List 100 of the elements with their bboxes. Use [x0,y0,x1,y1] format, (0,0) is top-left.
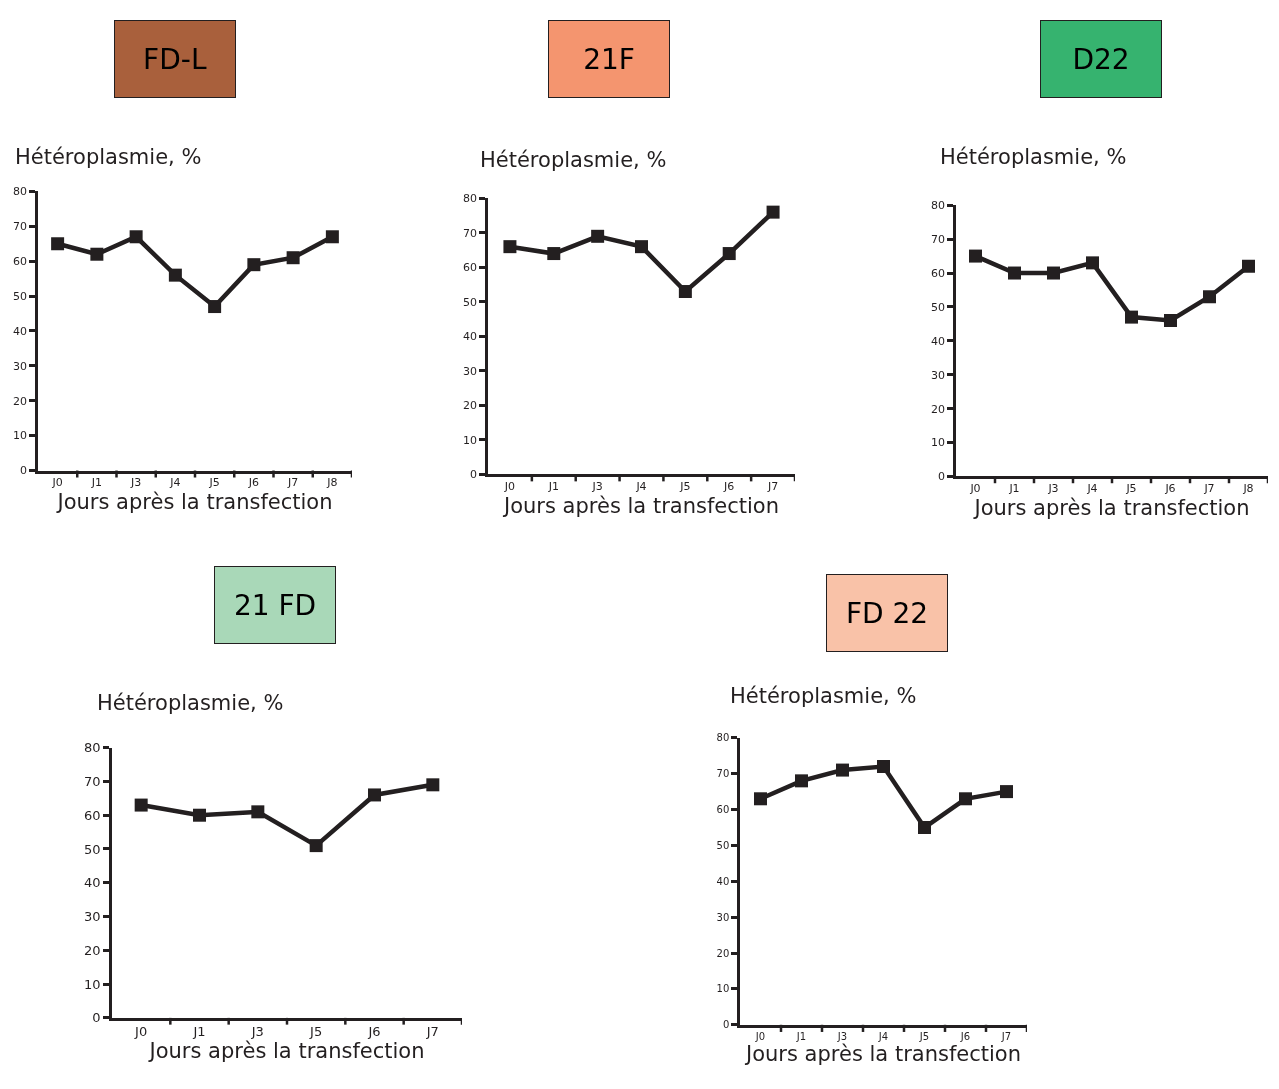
point [193,808,206,822]
point [129,230,143,244]
x-tick-label: J7 [766,480,779,494]
y-tick-label: 60 [13,255,28,269]
y-tick-label: 50 [84,841,101,857]
y-tick-label: 30 [13,359,28,373]
x-tick-label: J7 [425,1024,439,1040]
point [678,285,692,299]
chart-title: FD 22 [845,596,929,630]
y-tick-label: 80 [463,192,478,206]
x-tick-label: J0 [969,482,981,496]
point [51,237,65,251]
x-tick-label: J0 [51,476,63,490]
y-tick-label: 20 [716,947,730,959]
x-tick-label: J1 [192,1024,206,1040]
point [959,792,972,806]
x-tick-label: J1 [1008,482,1020,496]
x-tick-label: J4 [169,476,181,490]
y-tick-label: 40 [13,324,28,338]
y-tick-label: 10 [931,436,946,450]
point [286,251,300,265]
x-tick-label: J3 [836,1030,848,1042]
x-tick-label: J0 [754,1030,766,1042]
x-tick-label: J6 [1164,482,1176,496]
y-tick-label: 20 [13,394,28,408]
x-axis-title: Jours après la transfection [502,493,779,518]
x-tick-label: J6 [723,480,735,494]
point [877,759,890,773]
y-tick-label: 0 [938,470,946,484]
x-tick-label: J4 [635,480,647,494]
y-axis-title: Hétéroplasmie, % [480,148,667,172]
y-tick-label: 50 [463,295,478,309]
x-tick-label: J5 [679,480,691,494]
y-tick-label: 0 [20,464,28,478]
x-tick-label: J5 [208,476,220,490]
point [766,205,780,219]
y-tick-label: 30 [84,909,101,925]
y-tick-label: 60 [463,261,478,275]
y-tick-label: 0 [470,468,478,482]
y-tick-label: 60 [84,807,101,823]
y-tick-label: 30 [463,364,478,378]
y-tick-label: 20 [931,402,946,416]
y-tick-label: 50 [716,839,730,851]
x-axis-title: Jours après la transfection [972,495,1250,520]
x-tick-label: J5 [309,1024,323,1040]
y-tick-label: 80 [13,185,28,199]
point [325,230,339,244]
point [754,792,767,806]
x-axis-title: Jours après la transfection [147,1039,425,1064]
y-tick-label: 80 [84,740,101,756]
point [591,229,605,243]
point [251,805,265,819]
point [635,240,648,254]
x-tick-label: J0 [134,1024,148,1040]
point [547,247,561,261]
x-tick-label: J1 [90,476,102,490]
y-tick-label: 30 [931,368,946,382]
y-tick-label: 60 [716,804,730,816]
point [426,778,440,792]
y-axis-title: Hétéroplasmie, % [97,691,284,715]
point [1047,266,1060,280]
x-tick-label: J3 [129,476,142,490]
point [1000,785,1013,799]
point [208,300,222,314]
y-tick-label: 60 [931,266,946,280]
y-tick-label: 10 [463,433,478,447]
y-tick-label: 50 [13,289,28,303]
point [836,763,849,777]
y-tick-label: 0 [722,1019,730,1031]
x-tick-label: J6 [367,1024,381,1040]
point [969,249,982,263]
chart-title: D22 [1072,42,1130,76]
chart-title: 21F [583,42,635,76]
chart-title: 21 FD [233,588,317,622]
y-axis-title: Hétéroplasmie, % [940,145,1127,169]
y-tick-label: 80 [931,199,946,213]
y-tick-label: 70 [931,232,946,246]
y-tick-label: 80 [716,732,730,744]
x-tick-label: J7 [286,476,299,490]
point [1203,290,1216,304]
y-tick-label: 20 [463,399,478,413]
point [795,774,808,788]
point [368,788,381,802]
x-tick-label: J3 [1047,482,1059,496]
point [168,268,182,282]
x-tick-label: J3 [250,1024,264,1040]
y-axis-title: Hétéroplasmie, % [15,145,202,169]
y-tick-label: 70 [463,226,478,240]
y-tick-label: 70 [84,773,101,789]
x-tick-label: J1 [795,1030,807,1042]
x-tick-label: J6 [247,476,259,490]
y-tick-label: 10 [13,429,28,443]
point [1242,259,1255,273]
x-tick-label: J4 [1086,482,1098,496]
x-axis-title: Jours après la transfection [55,489,333,514]
y-axis-title: Hétéroplasmie, % [730,684,917,708]
x-tick-label: J1 [547,480,559,494]
x-tick-label: J7 [1203,482,1215,496]
y-tick-label: 40 [84,875,101,891]
x-tick-label: J7 [1000,1030,1012,1042]
